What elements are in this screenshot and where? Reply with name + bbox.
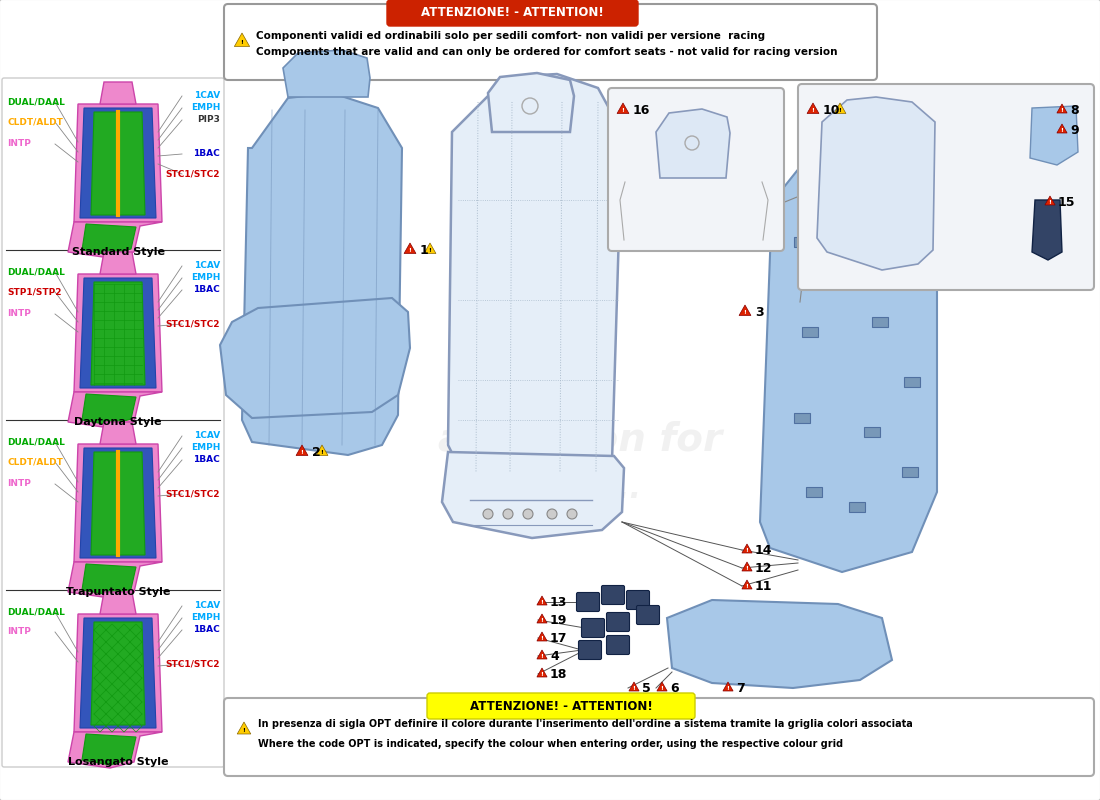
Polygon shape bbox=[220, 298, 410, 418]
Bar bbox=[849, 502, 865, 512]
Polygon shape bbox=[834, 103, 846, 114]
Text: !: ! bbox=[727, 686, 729, 691]
Polygon shape bbox=[807, 103, 818, 114]
FancyBboxPatch shape bbox=[606, 635, 629, 654]
Text: !: ! bbox=[540, 600, 543, 605]
Polygon shape bbox=[404, 243, 416, 254]
Text: !: ! bbox=[320, 450, 323, 455]
Text: Where the code OPT is indicated, specify the colour when entering order, using t: Where the code OPT is indicated, specify… bbox=[258, 739, 843, 749]
Polygon shape bbox=[425, 243, 436, 254]
FancyBboxPatch shape bbox=[602, 586, 625, 605]
Polygon shape bbox=[1057, 124, 1067, 133]
Text: Standard Style: Standard Style bbox=[72, 247, 165, 257]
Text: !: ! bbox=[746, 584, 748, 589]
Polygon shape bbox=[80, 278, 156, 388]
Polygon shape bbox=[80, 448, 156, 558]
Polygon shape bbox=[238, 722, 251, 734]
Text: !: ! bbox=[408, 248, 411, 253]
Text: 11: 11 bbox=[755, 579, 772, 593]
Polygon shape bbox=[82, 564, 136, 595]
Polygon shape bbox=[100, 422, 136, 444]
Bar bbox=[802, 327, 818, 337]
Text: 3: 3 bbox=[755, 306, 763, 318]
Text: !: ! bbox=[241, 40, 243, 46]
Text: !: ! bbox=[1048, 200, 1052, 205]
Text: PIP3: PIP3 bbox=[197, 115, 220, 125]
Text: DUAL/DAAL: DUAL/DAAL bbox=[7, 267, 65, 277]
Polygon shape bbox=[91, 112, 145, 215]
Polygon shape bbox=[82, 394, 136, 425]
Bar bbox=[904, 377, 920, 387]
Text: 4: 4 bbox=[550, 650, 559, 662]
Polygon shape bbox=[91, 622, 145, 725]
Polygon shape bbox=[741, 544, 752, 553]
Text: INTP: INTP bbox=[7, 139, 31, 149]
Text: 8: 8 bbox=[1070, 103, 1079, 117]
Text: 1BAC: 1BAC bbox=[194, 286, 220, 294]
Text: !: ! bbox=[812, 108, 814, 114]
Text: INTP: INTP bbox=[7, 310, 31, 318]
Bar bbox=[794, 413, 810, 423]
Polygon shape bbox=[82, 734, 136, 765]
Text: !: ! bbox=[746, 548, 748, 553]
Bar bbox=[794, 237, 810, 247]
FancyBboxPatch shape bbox=[224, 4, 877, 80]
Polygon shape bbox=[1030, 106, 1078, 165]
Text: 2: 2 bbox=[312, 446, 321, 458]
Bar bbox=[806, 487, 822, 497]
Polygon shape bbox=[283, 50, 370, 97]
Text: 1BAC: 1BAC bbox=[194, 626, 220, 634]
Polygon shape bbox=[537, 614, 547, 623]
Text: 1BAC: 1BAC bbox=[194, 150, 220, 158]
Text: 1CAV: 1CAV bbox=[194, 91, 220, 101]
Text: EMPH: EMPH bbox=[190, 443, 220, 453]
FancyBboxPatch shape bbox=[427, 693, 695, 719]
Text: !: ! bbox=[632, 686, 636, 691]
Polygon shape bbox=[617, 103, 629, 114]
Polygon shape bbox=[316, 445, 328, 455]
Text: 1: 1 bbox=[420, 243, 429, 257]
Polygon shape bbox=[80, 108, 156, 218]
Text: !: ! bbox=[300, 450, 304, 455]
Polygon shape bbox=[80, 618, 156, 728]
Polygon shape bbox=[68, 392, 162, 428]
Text: EMPH: EMPH bbox=[190, 614, 220, 622]
Polygon shape bbox=[74, 444, 162, 562]
Text: 16: 16 bbox=[632, 103, 650, 117]
Circle shape bbox=[566, 509, 578, 519]
Polygon shape bbox=[68, 732, 162, 768]
Circle shape bbox=[522, 509, 534, 519]
Text: !: ! bbox=[744, 310, 747, 315]
Polygon shape bbox=[629, 682, 639, 691]
Bar bbox=[889, 257, 905, 267]
Text: ATTENZIONE! - ATTENTION!: ATTENZIONE! - ATTENTION! bbox=[420, 6, 604, 19]
Text: Componenti validi ed ordinabili solo per sedili comfort- non validi per versione: Componenti validi ed ordinabili solo per… bbox=[256, 31, 766, 41]
Polygon shape bbox=[82, 224, 136, 255]
Polygon shape bbox=[537, 632, 547, 641]
Polygon shape bbox=[448, 74, 622, 482]
Polygon shape bbox=[1032, 200, 1062, 260]
FancyBboxPatch shape bbox=[637, 606, 660, 625]
Text: INTP: INTP bbox=[7, 627, 31, 637]
Text: 7: 7 bbox=[736, 682, 745, 694]
Polygon shape bbox=[741, 580, 752, 589]
Polygon shape bbox=[739, 305, 751, 315]
Bar bbox=[849, 225, 865, 235]
Polygon shape bbox=[100, 82, 136, 104]
FancyBboxPatch shape bbox=[579, 641, 602, 659]
Polygon shape bbox=[667, 600, 892, 688]
Text: !: ! bbox=[540, 672, 543, 677]
FancyBboxPatch shape bbox=[2, 78, 224, 767]
Text: 14: 14 bbox=[755, 543, 772, 557]
Text: !: ! bbox=[540, 618, 543, 623]
Text: 1CAV: 1CAV bbox=[194, 431, 220, 441]
Polygon shape bbox=[74, 104, 162, 222]
Text: Trapuntato Style: Trapuntato Style bbox=[66, 587, 170, 597]
Polygon shape bbox=[100, 252, 136, 274]
Text: 15: 15 bbox=[1058, 195, 1076, 209]
Text: !: ! bbox=[746, 566, 748, 571]
Text: STC1/STC2: STC1/STC2 bbox=[165, 490, 220, 498]
Text: !: ! bbox=[1060, 128, 1064, 133]
Text: a passion for: a passion for bbox=[438, 421, 722, 459]
